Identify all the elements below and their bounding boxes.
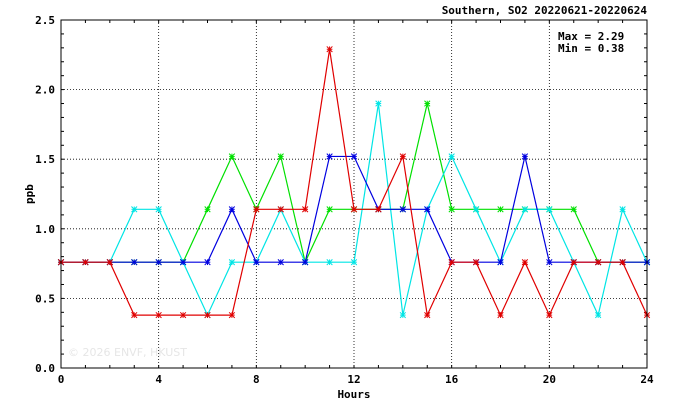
data-point <box>326 206 333 213</box>
min-label: Min = 0.38 <box>558 42 624 55</box>
data-point <box>277 153 284 160</box>
data-point <box>399 311 406 319</box>
x-tick-label: 4 <box>155 373 162 386</box>
data-point <box>497 259 504 266</box>
y-tick-label: 0.0 <box>35 362 55 375</box>
data-point <box>302 206 309 213</box>
data-point <box>350 206 358 213</box>
data-point <box>595 311 602 319</box>
axes-text: 0 4 8 12 16 20 24 0.0 0.5 1.0 1.5 2.0 2.5 <box>35 14 654 386</box>
data-point <box>497 311 504 319</box>
data-point <box>448 206 455 213</box>
data-point <box>546 206 553 213</box>
data-point <box>106 259 113 266</box>
x-tick-label: 12 <box>347 373 360 386</box>
y-tick-label: 1.0 <box>35 223 55 236</box>
data-point <box>155 259 162 266</box>
plot-frame <box>60 19 648 369</box>
y-tick-label: 2.5 <box>35 14 55 27</box>
watermark: © 2026 ENVF, HKUST <box>68 346 187 359</box>
x-tick-label: 16 <box>445 373 459 386</box>
data-point <box>570 259 577 266</box>
x-tick-label: 8 <box>253 373 260 386</box>
data-point <box>521 206 529 213</box>
data-point <box>155 206 162 213</box>
data-point <box>570 206 577 213</box>
data-point <box>204 206 211 213</box>
data-point <box>350 259 358 266</box>
data-point <box>424 206 431 213</box>
y-tick-label: 1.5 <box>35 153 55 166</box>
data-point <box>204 311 211 319</box>
data-point <box>155 311 162 319</box>
data-point <box>546 259 553 266</box>
x-tick-label: 0 <box>58 373 65 386</box>
data-point <box>521 259 529 266</box>
data-point <box>595 259 602 266</box>
data-point <box>375 206 382 213</box>
data-point <box>399 206 406 213</box>
x-tick-label: 20 <box>543 373 556 386</box>
data-point <box>399 153 406 160</box>
data-point <box>424 100 431 107</box>
data-point <box>472 259 480 266</box>
data-point <box>326 46 333 53</box>
data-point <box>277 206 284 213</box>
data-point <box>521 153 529 160</box>
data-point <box>179 259 187 266</box>
data-point <box>82 259 89 266</box>
data-point <box>448 153 455 160</box>
data-point <box>228 259 236 266</box>
chart-title: Southern, SO2 20220621-20220624 <box>442 4 648 17</box>
data-point <box>277 259 284 266</box>
data-point <box>497 206 504 213</box>
data-point <box>179 311 187 319</box>
data-point <box>131 259 138 266</box>
data-point <box>204 259 211 266</box>
data-point <box>619 206 626 213</box>
data-point <box>350 153 358 160</box>
data-point <box>228 153 236 160</box>
data-point <box>228 311 236 319</box>
data-point <box>326 153 333 160</box>
data-point <box>448 259 455 266</box>
y-tick-label: 0.5 <box>35 292 55 305</box>
data-point <box>326 259 333 266</box>
max-label: Max = 2.29 <box>558 30 624 43</box>
data-point <box>131 311 138 319</box>
y-axis-label: ppb <box>23 184 36 204</box>
data-point <box>546 311 553 319</box>
data-point <box>131 206 138 213</box>
data-point <box>228 206 236 213</box>
data-point <box>253 259 260 266</box>
data-point <box>253 206 260 213</box>
data-point <box>302 259 309 266</box>
x-tick-label: 24 <box>640 373 654 386</box>
data-point <box>424 311 431 319</box>
data-point <box>472 206 480 213</box>
data-point <box>619 259 626 266</box>
data-point <box>375 100 382 107</box>
y-tick-label: 2.0 <box>35 84 55 97</box>
x-axis-label: Hours <box>337 388 370 401</box>
